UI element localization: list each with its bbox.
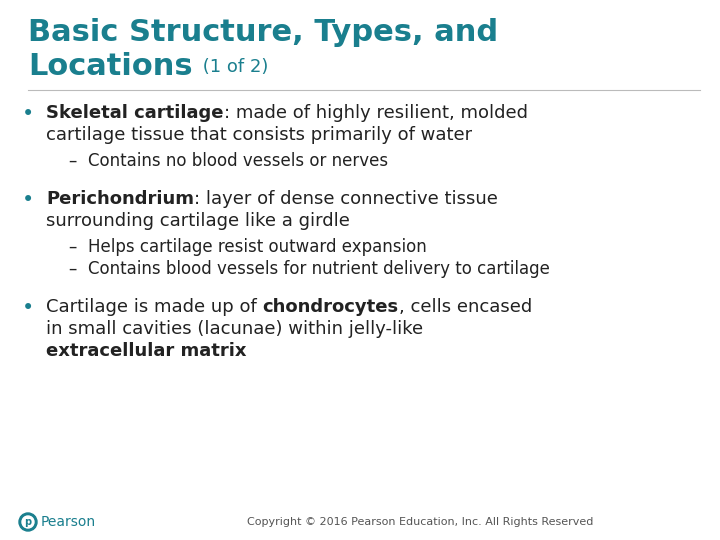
- Text: •: •: [22, 298, 35, 318]
- Text: –: –: [68, 152, 76, 170]
- Circle shape: [19, 513, 37, 531]
- Text: : layer of dense connective tissue: : layer of dense connective tissue: [194, 190, 498, 208]
- Text: extracellular matrix: extracellular matrix: [46, 342, 246, 360]
- Text: Copyright © 2016 Pearson Education, Inc. All Rights Reserved: Copyright © 2016 Pearson Education, Inc.…: [247, 517, 593, 527]
- Text: Pearson: Pearson: [41, 515, 96, 529]
- Circle shape: [22, 516, 34, 528]
- Text: surrounding cartilage like a girdle: surrounding cartilage like a girdle: [46, 212, 350, 230]
- Text: •: •: [22, 190, 35, 210]
- Text: Helps cartilage resist outward expansion: Helps cartilage resist outward expansion: [88, 238, 427, 256]
- Text: , cells encased: , cells encased: [399, 298, 532, 316]
- Text: in small cavities (lacunae) within jelly-like: in small cavities (lacunae) within jelly…: [46, 320, 423, 338]
- Text: Cartilage is made up of: Cartilage is made up of: [46, 298, 263, 316]
- Text: •: •: [22, 104, 35, 124]
- Text: –: –: [68, 260, 76, 278]
- Text: Perichondrium: Perichondrium: [46, 190, 194, 208]
- Text: cartilage tissue that consists primarily of water: cartilage tissue that consists primarily…: [46, 126, 472, 144]
- Text: Locations: Locations: [28, 52, 193, 81]
- Text: Contains blood vessels for nutrient delivery to cartilage: Contains blood vessels for nutrient deli…: [88, 260, 550, 278]
- Text: Basic Structure, Types, and: Basic Structure, Types, and: [28, 18, 498, 47]
- Text: Contains no blood vessels or nerves: Contains no blood vessels or nerves: [88, 152, 388, 170]
- Text: chondrocytes: chondrocytes: [263, 298, 399, 316]
- Text: –: –: [68, 238, 76, 256]
- Text: (1 of 2): (1 of 2): [197, 58, 268, 76]
- Text: Skeletal cartilage: Skeletal cartilage: [46, 104, 223, 122]
- Text: p: p: [24, 517, 32, 527]
- Text: : made of highly resilient, molded: : made of highly resilient, molded: [223, 104, 528, 122]
